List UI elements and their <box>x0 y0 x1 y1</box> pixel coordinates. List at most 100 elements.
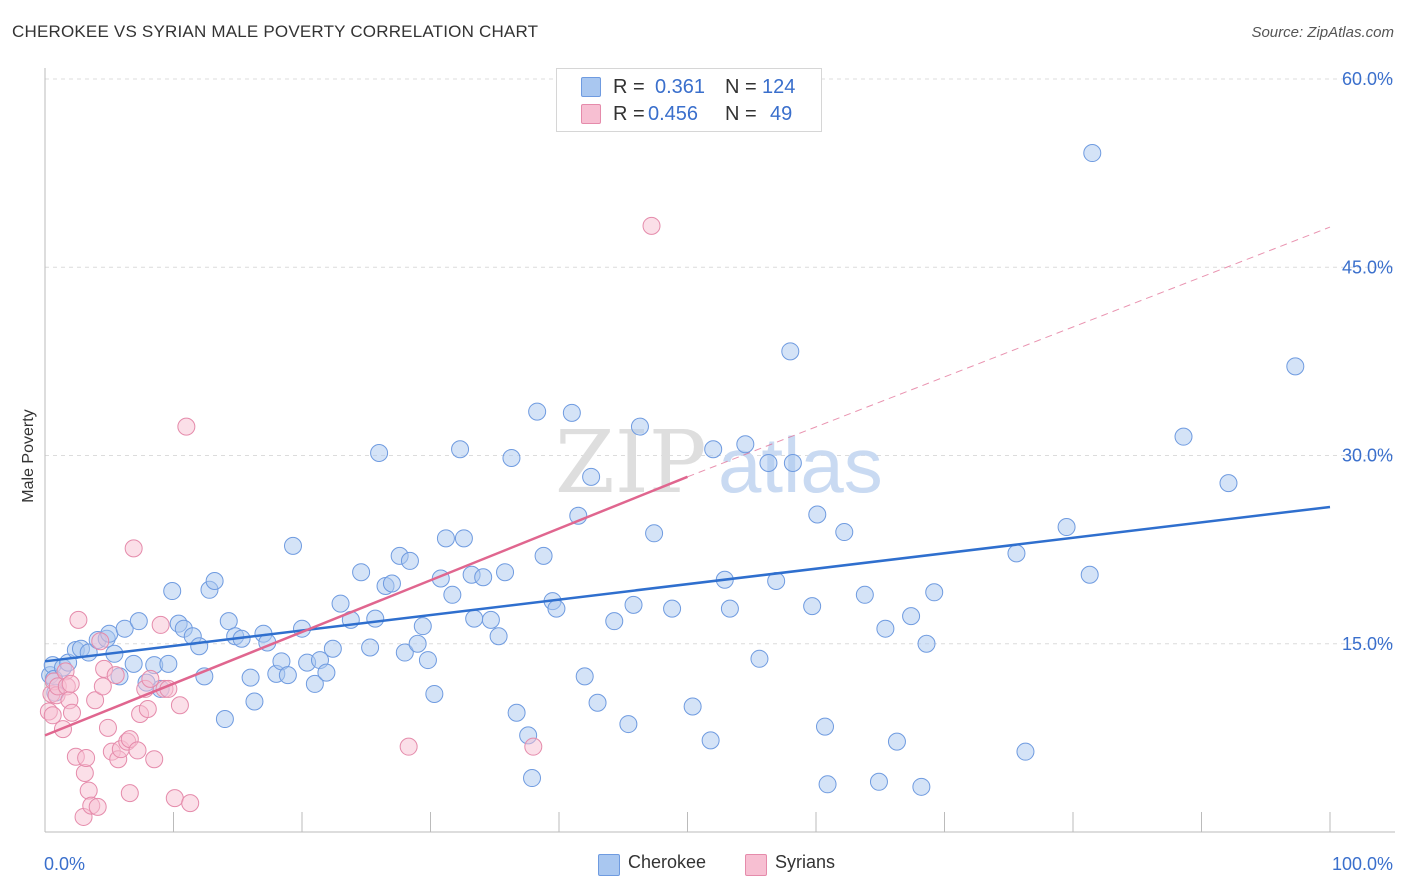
data-point <box>413 617 432 636</box>
data-point <box>400 551 419 570</box>
syrians-trend-line <box>44 475 688 737</box>
data-point <box>124 654 143 673</box>
syrians-legend-swatch <box>745 854 767 876</box>
data-point <box>245 692 264 711</box>
data-point <box>1219 474 1238 493</box>
data-point <box>1083 144 1102 163</box>
data-point <box>159 654 178 673</box>
data-point <box>496 563 515 582</box>
data-point <box>399 737 418 756</box>
data-point <box>869 772 888 791</box>
data-point <box>783 454 802 473</box>
x-tick-label: 0.0% <box>44 854 85 874</box>
watermark-zip: ZIP <box>555 413 707 513</box>
legend-item-cherokee: Cherokee <box>598 852 728 876</box>
data-point <box>1174 427 1193 446</box>
data-point <box>395 643 414 662</box>
data-point <box>528 402 547 421</box>
data-point <box>917 634 936 653</box>
data-point <box>683 697 702 716</box>
data-point <box>366 609 385 628</box>
data-point <box>451 440 470 459</box>
data-point <box>624 595 643 614</box>
data-point <box>1080 565 1099 584</box>
y-tick-label: 45.0% <box>1342 257 1393 277</box>
data-point <box>720 599 739 618</box>
data-point <box>605 612 624 631</box>
data-point <box>704 440 723 459</box>
data-point <box>86 691 105 710</box>
data-point <box>582 467 601 486</box>
stats-legend: R = 0.361 N = 124 R = 0.456 N = 49 <box>556 68 822 132</box>
data-point <box>170 696 189 715</box>
data-point <box>736 435 755 454</box>
data-point <box>331 594 350 613</box>
data-point <box>145 750 164 769</box>
data-point <box>808 505 827 524</box>
data-point <box>177 417 196 436</box>
cherokee-trend-line <box>44 505 1331 663</box>
data-point <box>887 732 906 751</box>
data-point <box>138 700 157 719</box>
data-point <box>588 693 607 712</box>
data-point <box>436 529 455 548</box>
legend-item-syrians: Syrians <box>745 852 855 876</box>
data-point <box>370 443 389 462</box>
data-point <box>575 667 594 686</box>
data-point <box>1057 518 1076 537</box>
data-point <box>507 703 526 722</box>
data-point <box>163 582 182 601</box>
r-value: 0.361 <box>655 76 706 98</box>
data-point <box>205 572 224 590</box>
cherokee-points <box>41 144 1305 796</box>
data-point <box>124 539 143 558</box>
data-point <box>835 523 854 542</box>
n-label: N = <box>725 103 757 125</box>
data-point <box>1007 544 1026 563</box>
y-tick-label: 60.0% <box>1342 69 1393 89</box>
data-point <box>115 619 134 638</box>
n-value: 124 <box>762 76 796 98</box>
trend-lines <box>44 226 1331 737</box>
data-point <box>474 568 493 587</box>
chart-title: CHEROKEE VS SYRIAN MALE POVERTY CORRELAT… <box>12 22 539 41</box>
syrians-points <box>39 216 661 826</box>
data-point <box>523 769 542 788</box>
data-point <box>190 637 209 656</box>
n-value: 49 <box>770 103 793 125</box>
data-point <box>443 585 462 604</box>
data-point <box>902 607 921 626</box>
data-point <box>241 668 260 687</box>
data-point <box>489 627 508 646</box>
data-point <box>88 797 107 816</box>
r-label: R = <box>613 76 645 98</box>
data-point <box>408 634 427 653</box>
data-point <box>803 597 822 616</box>
data-point <box>524 737 543 756</box>
x-tick-label: 100.0% <box>1332 854 1393 874</box>
data-point <box>642 216 661 235</box>
data-point <box>361 638 380 657</box>
data-point <box>425 684 444 703</box>
data-point <box>781 342 800 361</box>
data-point <box>534 546 553 565</box>
data-point <box>1286 357 1305 376</box>
source-credit: Source: ZipAtlas.com <box>1251 24 1394 41</box>
gridlines <box>45 78 1395 645</box>
data-point <box>912 777 931 796</box>
syrians-trend-extension <box>687 226 1331 478</box>
data-point <box>165 789 184 808</box>
n-label: N = <box>725 76 757 98</box>
data-point <box>79 781 98 800</box>
data-point <box>663 599 682 618</box>
data-point <box>305 674 324 693</box>
data-point <box>91 632 110 651</box>
data-point <box>619 715 638 734</box>
data-point <box>120 784 139 803</box>
data-point <box>69 610 88 629</box>
data-point <box>77 748 96 767</box>
tick-labels: 15.0% 30.0% 45.0% 60.0% 0.0% 100.0% <box>44 69 1393 874</box>
cherokee-legend-swatch <box>598 854 620 876</box>
data-point <box>181 794 200 813</box>
